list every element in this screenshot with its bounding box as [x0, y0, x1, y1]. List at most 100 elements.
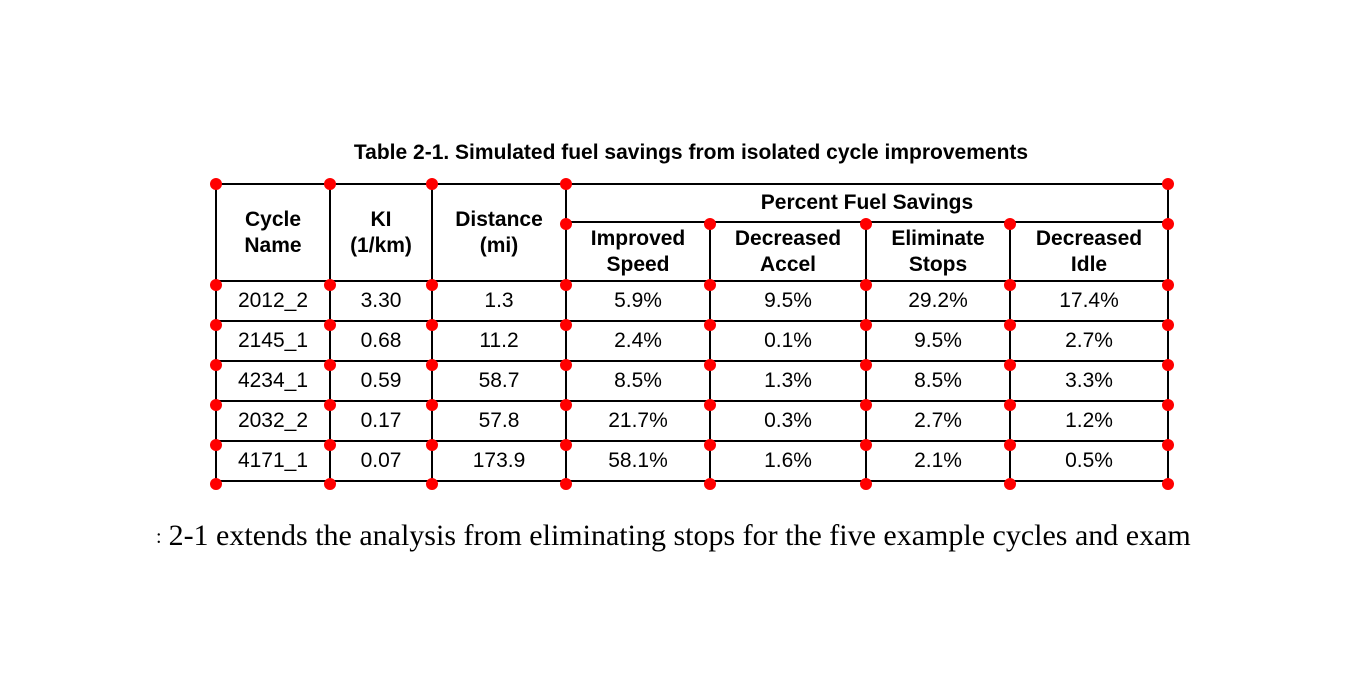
corner-marker-dot [704, 359, 716, 371]
corner-marker-dot [324, 359, 336, 371]
corner-marker-dot [860, 359, 872, 371]
header-row-sub: Improved Speed Decreased Accel Eliminate… [216, 221, 1169, 282]
corner-marker-dot [1004, 399, 1016, 411]
corner-marker-dot [210, 319, 222, 331]
header-row-top: Cycle Name KI (1/km) Distance (mi) Perce… [215, 183, 1169, 282]
corner-marker-dot [560, 319, 572, 331]
corner-marker-dot [860, 478, 872, 490]
corner-marker-dot [426, 439, 438, 451]
corner-marker-dot [860, 439, 872, 451]
table-cell: 1.6% [709, 440, 867, 482]
corner-marker-dot [324, 478, 336, 490]
corner-marker-dot [1162, 439, 1174, 451]
table-cell: 0.1% [709, 320, 867, 362]
table-cell: 8.5% [565, 360, 711, 402]
corner-marker-dot [1162, 399, 1174, 411]
corner-marker-dot [324, 439, 336, 451]
table-caption: Table 2-1. Simulated fuel savings from i… [353, 141, 1029, 164]
corner-marker-dot [210, 439, 222, 451]
table-cell: 21.7% [565, 400, 711, 442]
table-cell: 2032_2 [215, 400, 331, 442]
column-header-decreased-idle: Decreased Idle [1009, 221, 1169, 282]
corner-marker-dot [210, 478, 222, 490]
table-row: 2145_1 0.68 11.2 2.4% 0.1% 9.5% 2.7% [215, 320, 1169, 362]
table-cell: 17.4% [1009, 280, 1169, 322]
column-header-distance: Distance (mi) [431, 183, 567, 282]
table-cell: 5.9% [565, 280, 711, 322]
table-cell: 2145_1 [215, 320, 331, 362]
table-cell: 8.5% [865, 360, 1011, 402]
corner-marker-dot [860, 319, 872, 331]
corner-marker-dot [1004, 359, 1016, 371]
table-row: 2012_2 3.30 1.3 5.9% 9.5% 29.2% 17.4% [215, 280, 1169, 322]
corner-marker-dot [560, 218, 572, 230]
corner-marker-dot [324, 178, 336, 190]
table-cell: 58.7 [431, 360, 567, 402]
table-cell: 0.5% [1009, 440, 1169, 482]
corner-marker-dot [1004, 218, 1016, 230]
table-cell: 1.3 [431, 280, 567, 322]
cropped-character-fragment: : [156, 526, 162, 548]
corner-marker-dot [704, 399, 716, 411]
corner-marker-dot [860, 218, 872, 230]
corner-marker-dot [324, 279, 336, 291]
table-cell: 1.3% [709, 360, 867, 402]
table-cell: 58.1% [565, 440, 711, 482]
corner-marker-dot [560, 178, 572, 190]
corner-marker-dot [1162, 319, 1174, 331]
table-cell: 3.3% [1009, 360, 1169, 402]
corner-marker-dot [704, 478, 716, 490]
corner-marker-dot [210, 359, 222, 371]
table-cell: 4234_1 [215, 360, 331, 402]
table-cell: 9.5% [865, 320, 1011, 362]
table-cell: 0.59 [329, 360, 433, 402]
corner-marker-dot [210, 279, 222, 291]
column-header-ki: KI (1/km) [329, 183, 433, 282]
table-cell: 1.2% [1009, 400, 1169, 442]
corner-marker-dot [324, 399, 336, 411]
table-row: 4234_1 0.59 58.7 8.5% 1.3% 8.5% 3.3% [215, 360, 1169, 402]
table-cell: 2.1% [865, 440, 1011, 482]
corner-marker-dot [1162, 478, 1174, 490]
table-cell: 0.17 [329, 400, 433, 442]
corner-marker-dot [1004, 279, 1016, 291]
table-cell: 0.3% [709, 400, 867, 442]
corner-marker-dot [704, 218, 716, 230]
corner-marker-dot [560, 279, 572, 291]
group-header-percent-fuel-savings: Percent Fuel Savings [565, 183, 1169, 223]
corner-marker-dot [1004, 478, 1016, 490]
table-cell: 0.07 [329, 440, 433, 482]
table-row: 4171_1 0.07 173.9 58.1% 1.6% 2.1% 0.5% [215, 440, 1169, 482]
corner-marker-dot [210, 178, 222, 190]
corner-marker-dot [560, 399, 572, 411]
corner-marker-dot [560, 359, 572, 371]
corner-marker-dot [560, 478, 572, 490]
table-cell: 57.8 [431, 400, 567, 442]
table-cell: 2.7% [1009, 320, 1169, 362]
column-header-decreased-accel: Decreased Accel [709, 221, 867, 282]
corner-marker-dot [426, 319, 438, 331]
table-cell: 2.7% [865, 400, 1011, 442]
table-cell: 3.30 [329, 280, 433, 322]
paragraph: :2-1 extends the analysis from eliminati… [156, 518, 1366, 555]
column-header-improved-speed: Improved Speed [565, 221, 711, 282]
corner-marker-dot [1004, 319, 1016, 331]
corner-marker-dot [1162, 178, 1174, 190]
corner-marker-dot [1162, 218, 1174, 230]
table-cell: 2.4% [565, 320, 711, 362]
corner-marker-dot [704, 439, 716, 451]
table-cell: 11.2 [431, 320, 567, 362]
table-cell: 173.9 [431, 440, 567, 482]
table-cell: 4171_1 [215, 440, 331, 482]
table-cell: 2012_2 [215, 280, 331, 322]
table-cell: 0.68 [329, 320, 433, 362]
table-cell: 29.2% [865, 280, 1011, 322]
corner-marker-dot [560, 439, 572, 451]
table-cell: 9.5% [709, 280, 867, 322]
corner-marker-dot [704, 319, 716, 331]
column-header-eliminate-stops: Eliminate Stops [865, 221, 1011, 282]
corner-marker-dot [426, 359, 438, 371]
paragraph-text: 2-1 extends the analysis from eliminatin… [168, 519, 1191, 552]
corner-marker-dot [426, 279, 438, 291]
